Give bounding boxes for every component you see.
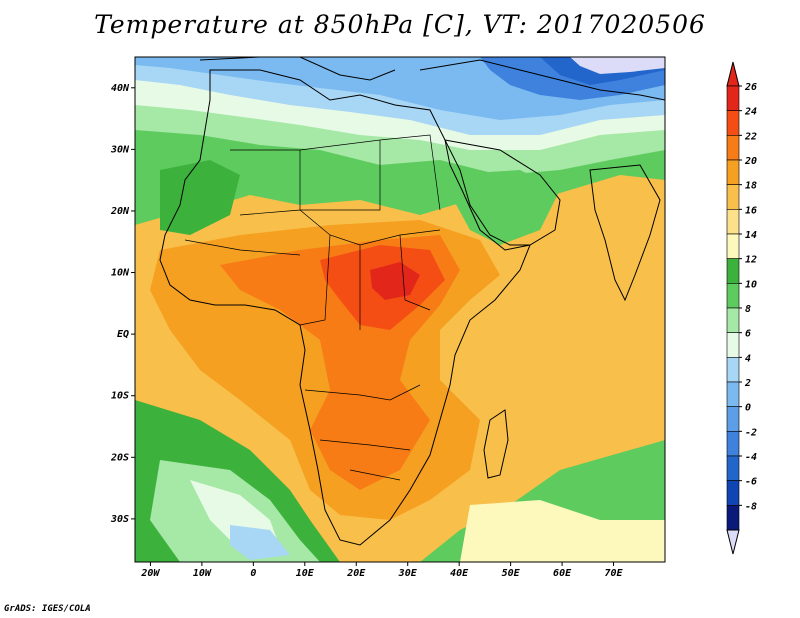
colorbar-swatch xyxy=(726,85,740,111)
colorbar-swatch xyxy=(726,135,740,161)
lon-label: 40E xyxy=(450,568,469,579)
colorbar-label: -2 xyxy=(745,427,757,438)
colorbar-label: 4 xyxy=(745,353,751,364)
colorbar-label: 10 xyxy=(745,279,757,290)
colorbar-label: 26 xyxy=(744,82,757,93)
lat-label: EQ xyxy=(117,329,129,340)
field-arabia-green xyxy=(440,170,560,245)
colorbar-over-triangle xyxy=(726,61,740,87)
colorbar-swatch xyxy=(726,159,740,185)
colorbar-label: 14 xyxy=(745,230,757,241)
lon-label: 0 xyxy=(250,568,256,579)
lat-label: 30N xyxy=(110,144,130,155)
colorbar-swatch xyxy=(726,184,740,210)
colorbar-label: 16 xyxy=(745,205,757,216)
lon-label: 10E xyxy=(296,568,315,579)
colorbar-label: -8 xyxy=(745,501,757,512)
field-26-core xyxy=(370,262,420,300)
colorbar-swatch xyxy=(726,307,740,333)
latitude-axis: 40N 30N 20N 10N EQ 10S 20S 30S xyxy=(110,83,135,525)
field-south-blue xyxy=(230,525,290,560)
colorbar-label: -6 xyxy=(745,477,757,488)
field-sahara-green xyxy=(160,160,240,235)
colorbar-label: 20 xyxy=(744,156,757,167)
colorbar-under-triangle xyxy=(726,529,740,555)
longitude-axis: 20W 10W 0 10E 20E 30E 40E 50E 60E 70E xyxy=(140,562,624,579)
india-outline xyxy=(589,164,661,302)
credit-text: GrADS: IGES/COLA xyxy=(4,604,91,614)
country-borders xyxy=(184,134,441,481)
lon-label: 30E xyxy=(398,568,418,579)
colorbar-swatch xyxy=(726,283,740,309)
coastlines xyxy=(159,57,665,546)
colorbar-swatch xyxy=(726,505,740,531)
lon-label: 20W xyxy=(140,568,160,579)
colorbar-swatch xyxy=(726,431,740,457)
colorbar-swatch xyxy=(726,480,740,506)
colorbar-label: 18 xyxy=(745,181,757,192)
map-title: Temperature at 850hPa [C], VT: 201702050… xyxy=(94,10,706,39)
lon-label: 10W xyxy=(193,568,212,579)
colorbar-label: -4 xyxy=(745,452,757,463)
lat-label: 20N xyxy=(110,206,130,217)
lat-label: 30S xyxy=(110,514,129,525)
colorbar-label: 24 xyxy=(744,107,757,118)
colorbar-swatch xyxy=(726,332,740,358)
colorbar-swatch xyxy=(726,406,740,432)
lon-label: 20E xyxy=(346,568,366,579)
colorbar-label: 8 xyxy=(745,304,751,315)
colorbar-swatch xyxy=(726,209,740,235)
colorbar-label: 6 xyxy=(745,329,751,340)
lat-label: 20S xyxy=(110,452,129,463)
arabia-outline xyxy=(444,139,561,251)
colorbar-label: 12 xyxy=(745,255,757,266)
map-frame xyxy=(134,56,666,563)
lat-label: 10N xyxy=(111,268,130,279)
temperature-field xyxy=(135,57,665,562)
field-cold-pocket xyxy=(570,57,665,74)
colorbar-label: 0 xyxy=(745,403,751,414)
colorbar-label: 2 xyxy=(744,378,751,389)
lon-label: 70E xyxy=(605,568,624,579)
lat-label: 10S xyxy=(111,391,129,402)
colorbar-swatch xyxy=(726,110,740,136)
colorbar-label: 22 xyxy=(744,131,757,142)
field-se-pale xyxy=(460,500,665,562)
colorbar-swatch xyxy=(726,357,740,383)
madagascar-outline xyxy=(483,409,509,479)
lat-label: 40N xyxy=(111,83,130,94)
colorbar-swatch xyxy=(726,233,740,259)
lon-label: 60E xyxy=(553,568,572,579)
colorbar-swatch xyxy=(726,258,740,284)
colorbar-swatch xyxy=(726,381,740,407)
colorbar-swatch xyxy=(726,455,740,481)
lon-label: 50E xyxy=(502,568,521,579)
